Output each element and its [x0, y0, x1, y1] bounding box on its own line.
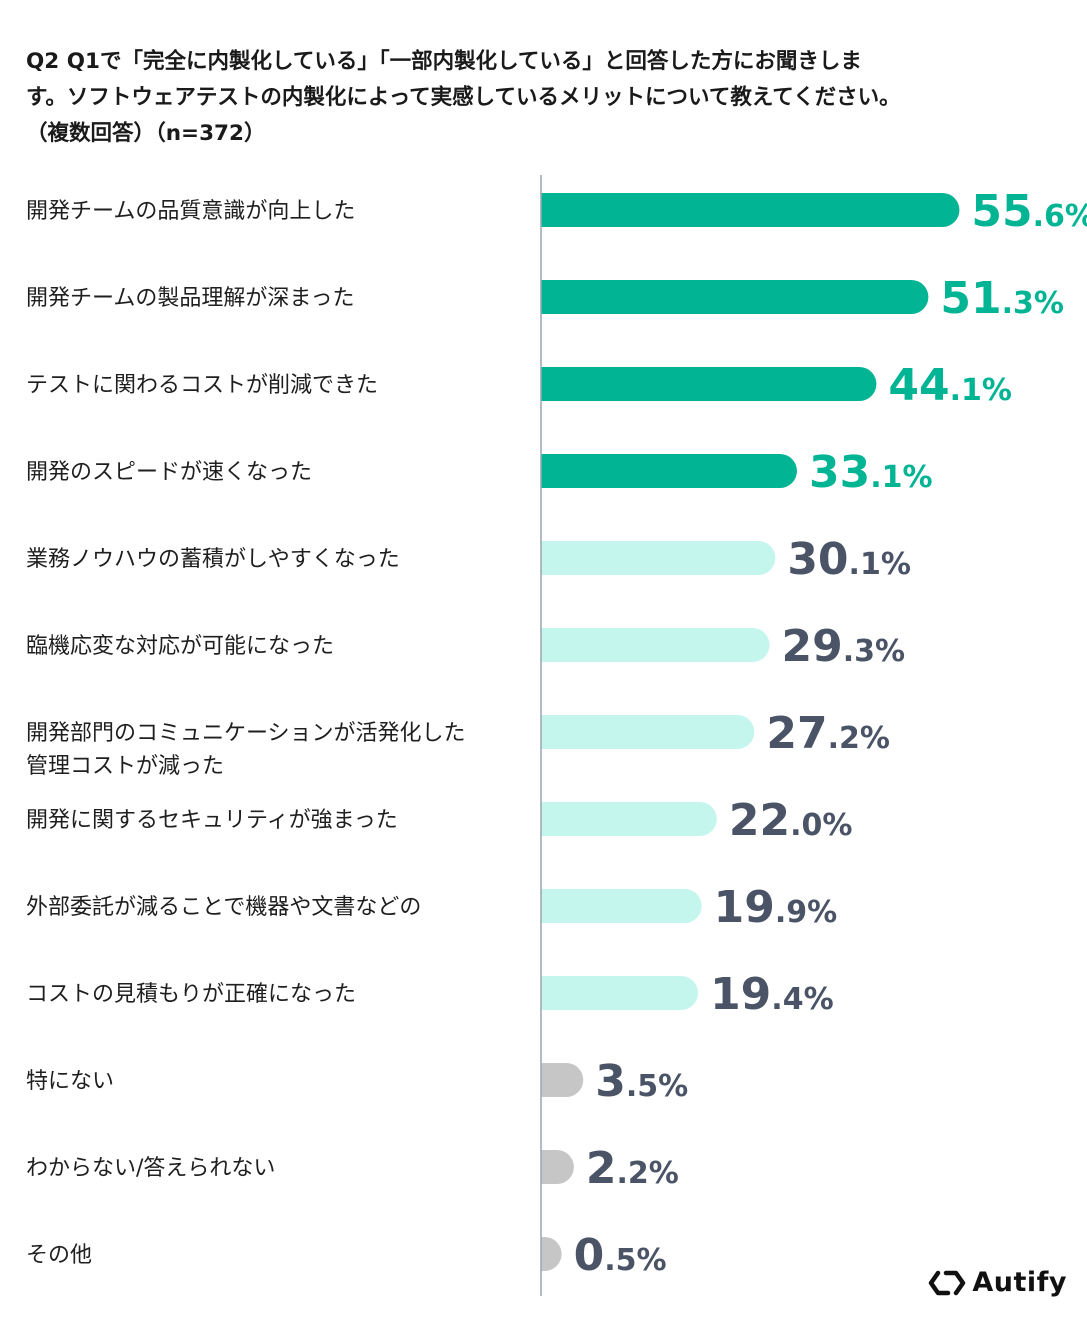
brand-logo: Autify [928, 1267, 1067, 1298]
bar [541, 1063, 584, 1097]
value-label-decimal: .3% [1002, 286, 1064, 321]
chart-title: Q2 Q1で「完全に内製化している」「一部内製化している」と回答した方にお聞きし… [26, 44, 1056, 152]
value-label-decimal: .0% [790, 808, 852, 843]
value-label-decimal: .2% [617, 1156, 679, 1191]
category-label-line: 外部委託が減ることで機器や文書などの [26, 895, 421, 920]
value-label: 33.1% [809, 447, 933, 498]
category-label-line: 開発チームの製品理解が深まった [26, 286, 354, 311]
category-label-line: 特にない [26, 1069, 114, 1094]
bar [541, 454, 797, 488]
category-label-line: 臨機応変な対応が可能になった [26, 634, 334, 659]
value-label-integer: 33 [809, 447, 870, 498]
category-label: コストの見積もりが正確になった [26, 982, 356, 1007]
category-label: 開発部門のコミュニケーションが活発化した管理コストが減った [26, 721, 466, 779]
value-label: 30.1% [787, 534, 911, 585]
category-label: 開発チームの品質意識が向上した [26, 199, 355, 224]
category-label-line: 管理コストが減った [26, 754, 224, 779]
category-label-line: コストの見積もりが正確になった [26, 982, 356, 1007]
value-label-decimal: .4% [771, 982, 833, 1017]
bar [541, 1237, 562, 1271]
value-label-integer: 19 [714, 882, 775, 933]
autify-logo-icon [929, 1270, 966, 1295]
bar [541, 541, 776, 575]
title-line-2: す。ソフトウェアテストの内製化によって実感しているメリットについて教えてください… [26, 85, 901, 110]
value-label-integer: 22 [729, 795, 790, 846]
category-label: 外部委託が減ることで機器や文書などの [26, 895, 421, 920]
value-label-decimal: .9% [775, 895, 837, 930]
category-label: 臨機応変な対応が可能になった [26, 634, 334, 659]
value-label-decimal: .5% [604, 1243, 666, 1278]
value-label-integer: 55 [971, 186, 1032, 237]
value-label-integer: 3 [595, 1056, 626, 1107]
bar [541, 367, 877, 401]
value-label-integer: 51 [940, 273, 1001, 324]
value-label-integer: 2 [586, 1143, 617, 1194]
category-label: 開発に関するセキュリティが強まった [26, 808, 398, 833]
category-label: その他 [26, 1243, 92, 1268]
category-label: わからない/答えられない [26, 1156, 275, 1181]
value-label: 22.0% [729, 795, 853, 846]
value-label-decimal: .1% [950, 373, 1012, 408]
value-label-integer: 19 [710, 969, 771, 1020]
category-label: 特にない [26, 1069, 114, 1094]
title-line-3: （複数回答）（n=372） [26, 121, 266, 146]
category-label-line: 開発部門のコミュニケーションが活発化した [26, 721, 466, 746]
value-label-decimal: .1% [849, 547, 911, 582]
value-label: 2.2% [586, 1143, 679, 1194]
value-label: 29.3% [782, 621, 906, 672]
bar [541, 889, 702, 923]
value-label: 55.6% [971, 186, 1087, 237]
title-line-1: Q2 Q1で「完全に内製化している」「一部内製化している」と回答した方にお聞きし… [26, 49, 862, 74]
value-label-decimal: .6% [1033, 199, 1087, 234]
logo-text: Autify [972, 1267, 1067, 1298]
bar [541, 280, 929, 314]
bar [541, 976, 699, 1010]
category-label-line: 開発に関するセキュリティが強まった [26, 808, 398, 833]
category-label: 業務ノウハウの蓄積がしやすくなった [26, 547, 400, 572]
value-label-integer: 0 [574, 1230, 605, 1281]
value-label: 27.2% [766, 708, 890, 759]
category-label: 開発チームの製品理解が深まった [26, 286, 354, 311]
value-label: 0.5% [574, 1230, 667, 1281]
value-label-integer: 29 [782, 621, 843, 672]
value-label-decimal: .1% [870, 460, 932, 495]
bar [541, 628, 770, 662]
category-label-line: わからない/答えられない [26, 1156, 275, 1181]
bar [541, 1150, 574, 1184]
value-label: 3.5% [595, 1056, 688, 1107]
value-label: 19.9% [714, 882, 838, 933]
category-label-line: 開発のスピードが速くなった [26, 460, 312, 485]
category-label-line: その他 [26, 1243, 92, 1268]
value-label: 51.3% [940, 273, 1064, 324]
value-label-integer: 27 [766, 708, 827, 759]
category-label-line: テストに関わるコストが削減できた [26, 373, 378, 398]
category-label-line: 開発チームの品質意識が向上した [26, 199, 355, 224]
value-label-decimal: .3% [843, 634, 905, 669]
value-label-integer: 44 [888, 360, 949, 411]
bar [541, 193, 960, 227]
value-label: 19.4% [710, 969, 834, 1020]
category-label-line: 業務ノウハウの蓄積がしやすくなった [26, 547, 400, 572]
category-label: テストに関わるコストが削減できた [26, 373, 378, 398]
value-label: 44.1% [888, 360, 1012, 411]
value-label-decimal: .2% [828, 721, 890, 756]
bar [541, 715, 755, 749]
value-label-integer: 30 [787, 534, 848, 585]
value-label-decimal: .5% [626, 1069, 688, 1104]
category-label: 開発のスピードが速くなった [26, 460, 312, 485]
bar [541, 802, 717, 836]
